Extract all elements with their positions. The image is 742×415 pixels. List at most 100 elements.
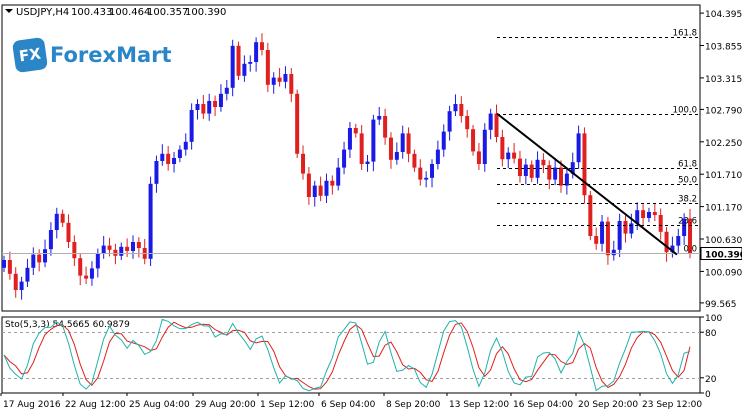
candle-body xyxy=(494,113,499,137)
candle-body xyxy=(435,149,440,164)
candle-body xyxy=(646,212,651,218)
fib-level-label: 61.8 xyxy=(678,160,697,170)
candle-body xyxy=(412,153,417,168)
candle-body xyxy=(576,133,581,163)
candle-body xyxy=(60,213,65,223)
candle-body xyxy=(201,104,206,114)
candle-body xyxy=(130,242,135,251)
candle-body xyxy=(512,152,517,159)
candle-body xyxy=(183,141,188,150)
candle-body xyxy=(342,149,347,168)
stochastic-y-tick-label: 80 xyxy=(705,329,717,339)
candle-body xyxy=(441,131,446,150)
candle-body xyxy=(594,236,599,244)
stochastic-y-tick-label: 20 xyxy=(705,375,717,385)
y-tick-label: 104.395 xyxy=(705,10,742,20)
candle-body xyxy=(676,236,681,246)
candle-body xyxy=(453,104,458,112)
candle-body xyxy=(553,167,558,180)
fib-level-label: 100.0 xyxy=(673,106,697,116)
candle-body xyxy=(277,77,282,82)
y-tick-label: 101.170 xyxy=(705,204,742,214)
fib-level-label: 161.8 xyxy=(673,29,697,39)
candle-body xyxy=(605,221,610,256)
candle-body xyxy=(172,158,177,164)
candle-body xyxy=(37,254,42,263)
candle-body xyxy=(224,87,229,94)
candle-body xyxy=(66,222,71,242)
candle-body xyxy=(330,180,335,186)
ohlc-value: 100.357 xyxy=(147,7,188,18)
candle-body xyxy=(582,133,587,196)
candle-body xyxy=(430,164,435,178)
candle-body xyxy=(218,93,223,107)
forexmart-logo: FX ForexMart xyxy=(11,36,172,74)
candle-body xyxy=(383,116,388,138)
candle-body xyxy=(107,245,112,250)
candle-body xyxy=(488,113,493,130)
last-price-badge xyxy=(700,247,742,260)
candle-body xyxy=(48,230,53,250)
candle-body xyxy=(559,167,564,186)
candle-body xyxy=(371,119,376,162)
candle-body xyxy=(119,246,124,256)
candle-body xyxy=(301,153,306,174)
candle-body xyxy=(459,104,464,116)
x-tick-label: 13 Sep 12:00 xyxy=(449,400,509,410)
candle-body xyxy=(529,164,534,178)
stochastic-signal-line xyxy=(3,321,691,390)
candle-body xyxy=(230,45,235,88)
candle-body xyxy=(295,93,300,154)
candle-body xyxy=(101,245,106,254)
candle-body xyxy=(7,260,12,274)
candle-body xyxy=(265,50,270,85)
candle-body xyxy=(406,133,411,154)
candle-body xyxy=(641,210,646,218)
candle-body xyxy=(13,273,18,290)
x-tick-label: 6 Sep 04:00 xyxy=(321,400,376,410)
candle-body xyxy=(78,258,83,276)
candle-body xyxy=(283,74,288,82)
fib-level-label: 38.2 xyxy=(678,195,697,205)
candle-body xyxy=(377,116,382,120)
candle-body xyxy=(72,242,77,259)
candle-body xyxy=(635,210,640,224)
y-tick-label: 101.710 xyxy=(705,171,742,181)
candle-body xyxy=(177,149,182,158)
candle-body xyxy=(254,42,259,62)
candle-body xyxy=(289,74,294,94)
fib-level-label: 23.6 xyxy=(678,217,697,227)
candle-body xyxy=(148,183,153,259)
candle-body xyxy=(236,45,241,76)
candle-body xyxy=(652,212,657,215)
candle-body xyxy=(19,281,24,290)
candle-body xyxy=(588,195,593,236)
candle-body xyxy=(318,185,323,196)
candle-body xyxy=(259,42,264,50)
candle-body xyxy=(207,101,212,114)
x-tick-label: 22 Aug 12:00 xyxy=(65,400,126,410)
candle-body xyxy=(418,167,423,180)
chart-title: USDJPY,H4 xyxy=(16,7,69,18)
ohlc-value: 100.390 xyxy=(185,7,226,18)
y-tick-label: 102.790 xyxy=(705,106,742,116)
candle-body xyxy=(324,180,329,196)
candle-body xyxy=(242,63,247,76)
candle-body xyxy=(54,213,59,230)
x-tick-label: 1 Sep 12:00 xyxy=(260,400,315,410)
candle-body xyxy=(166,153,171,164)
last-price-label: 100.390 xyxy=(705,251,742,261)
x-tick-label: 8 Sep 20:00 xyxy=(386,400,441,410)
candle-body xyxy=(306,173,311,197)
candle-body xyxy=(189,110,194,142)
candle-body xyxy=(213,101,218,107)
candle-body xyxy=(125,246,130,251)
candle-body xyxy=(629,223,634,234)
candle-body xyxy=(353,128,358,134)
candle-body xyxy=(2,260,6,268)
x-tick-label: 29 Aug 20:00 xyxy=(195,400,256,410)
candle-body xyxy=(424,177,429,180)
candle-body xyxy=(547,165,552,180)
candle-body xyxy=(465,116,470,130)
